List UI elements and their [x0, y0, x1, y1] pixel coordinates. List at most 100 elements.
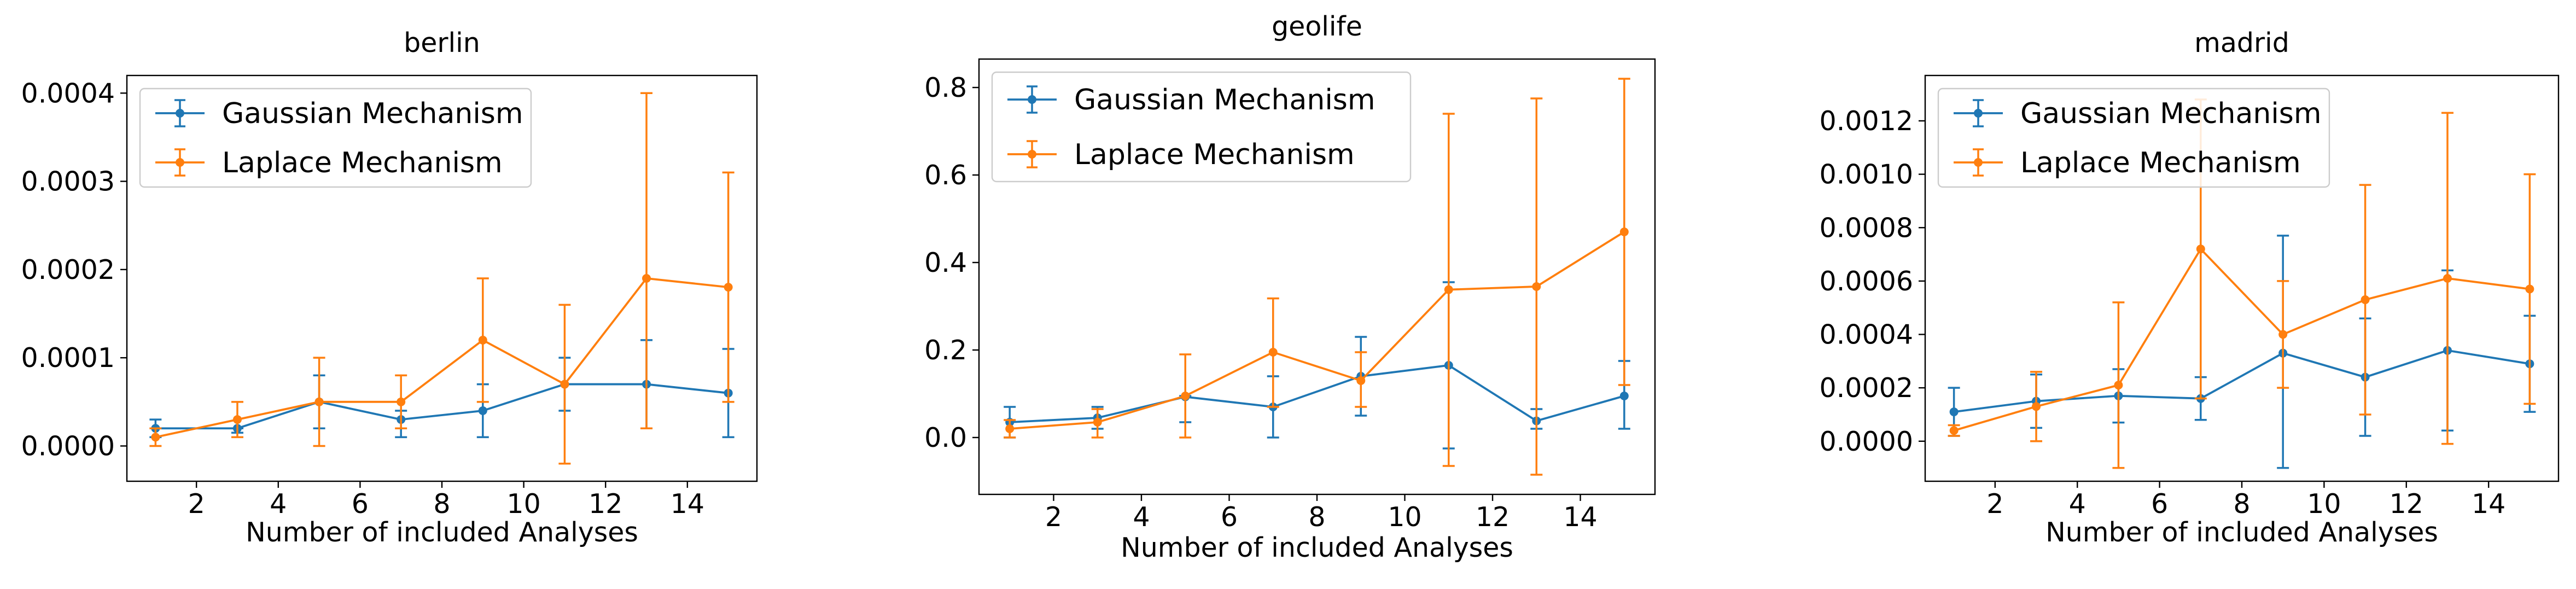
x-tick-label: 14 [671, 488, 704, 520]
legend-label: Gaussian Mechanism [1074, 84, 1376, 116]
y-tick-label: 0.0002 [21, 254, 115, 285]
data-point [1268, 348, 1278, 357]
x-tick-label: 2 [188, 488, 205, 520]
legend-marker [176, 158, 184, 167]
x-tick-label: 12 [588, 488, 622, 520]
data-point [1093, 418, 1102, 427]
series-laplace-mechanism [1004, 78, 1630, 476]
x-tick-label: 12 [1476, 501, 1510, 533]
data-point [2278, 330, 2288, 339]
series-line [1010, 231, 1625, 430]
data-point [478, 406, 487, 415]
data-point [2361, 295, 2370, 305]
y-tick-label: 0.0 [924, 422, 967, 453]
chart-geolife: geolife 2 4 6 8 10 12 14 0.0 0.2 0.4 0.6 0.8 Number o… [924, 11, 1656, 563]
legend: Gaussian Mechanism Laplace Mechanism [1937, 88, 2330, 188]
series-laplace-mechanism [149, 92, 735, 465]
x-tick-label: 4 [2069, 488, 2086, 520]
legend-frame [139, 88, 532, 188]
y-tick-label: 0.8 [924, 72, 967, 103]
y-tick-label: 0.0012 [1820, 106, 1913, 137]
x-tick-label: 10 [1388, 501, 1421, 533]
x-tick-label: 6 [1221, 501, 1238, 533]
y-tick-label: 0.0004 [1820, 319, 1913, 351]
x-axis-label: Number of included Analyses [1121, 532, 1513, 563]
y-tick-label: 0.0001 [21, 342, 115, 374]
legend-label: Gaussian Mechanism [2020, 97, 2322, 130]
legend-marker [1028, 95, 1036, 104]
y-tick-label: 0.0008 [1820, 212, 1913, 243]
data-point [1619, 392, 1629, 400]
series-line [155, 383, 728, 430]
legend-frame [1937, 88, 2330, 188]
data-point [1949, 407, 1959, 417]
legend: Gaussian Mechanism Laplace Mechanism [991, 71, 1412, 183]
x-tick-label: 8 [433, 488, 450, 520]
data-point [1444, 285, 1453, 294]
chart-title: madrid [2194, 27, 2289, 59]
data-point [2443, 274, 2452, 283]
data-point [314, 397, 324, 406]
x-tick-label: 2 [1986, 488, 2003, 520]
y-tick-label: 0.0010 [1820, 159, 1913, 190]
legend-marker [176, 109, 184, 118]
legend-frame [991, 71, 1412, 183]
data-point [2196, 244, 2205, 254]
legend-label: Laplace Mechanism [2020, 147, 2301, 179]
data-point [151, 433, 160, 442]
series-line [1954, 349, 2530, 413]
data-point [1181, 392, 1190, 400]
y-tick-label: 0.0000 [1820, 426, 1913, 457]
legend-label: Laplace Mechanism [1074, 138, 1355, 171]
x-axis-label: Number of included Analyses [2045, 517, 2438, 548]
y-tick-label: 0.2 [924, 335, 967, 366]
data-point [1005, 424, 1015, 433]
x-tick-label: 4 [1133, 501, 1150, 533]
chart-berlin: berlin 2 4 6 8 10 12 14 0.0000 0.0001 0.0002 0.0003… [21, 27, 758, 548]
legend-label: Gaussian Mechanism [222, 97, 523, 130]
data-point [478, 335, 487, 345]
series-line [155, 277, 728, 439]
data-point [1619, 228, 1629, 236]
legend-marker [1028, 150, 1036, 159]
chart-title: berlin [404, 27, 480, 59]
data-point [397, 397, 406, 406]
x-tick-label: 6 [352, 488, 369, 520]
x-tick-label: 8 [1308, 501, 1325, 533]
x-axis-label: Number of included Analyses [246, 517, 638, 548]
data-point [2032, 402, 2041, 411]
series-line [1010, 364, 1625, 423]
x-tick-label: 14 [1563, 501, 1597, 533]
data-point [560, 380, 569, 389]
data-point [2525, 284, 2534, 294]
x-tick-label: 2 [1045, 501, 1062, 533]
legend-marker [1974, 158, 1983, 167]
legend: Gaussian Mechanism Laplace Mechanism [139, 88, 532, 188]
legend-label: Laplace Mechanism [222, 147, 503, 179]
data-point [1356, 376, 1366, 385]
series-laplace-mechanism [1948, 98, 2536, 469]
y-tick-label: 0.6 [924, 160, 967, 191]
x-tick-label: 4 [270, 488, 287, 520]
y-tick-label: 0.0006 [1820, 266, 1913, 297]
legend-marker [1974, 109, 1983, 118]
x-tick-label: 10 [506, 488, 540, 520]
data-point [1949, 426, 1959, 435]
series-line [1954, 247, 2530, 432]
chart-madrid: madrid 2 4 6 8 10 12 14 0.0000 0.0002 0.0004 0.0006… [1820, 27, 2560, 548]
y-tick-label: 0.0003 [21, 166, 115, 197]
y-tick-label: 0.0002 [1820, 372, 1913, 404]
x-tick-label: 12 [2389, 488, 2423, 520]
data-point [2114, 381, 2123, 390]
data-point [724, 283, 733, 292]
x-tick-label: 14 [2472, 488, 2505, 520]
data-point [642, 274, 651, 283]
x-tick-label: 8 [2233, 488, 2250, 520]
y-tick-label: 0.0000 [21, 430, 115, 462]
data-point [1532, 282, 1541, 291]
y-tick-label: 0.0004 [21, 78, 115, 109]
x-tick-label: 6 [2151, 488, 2168, 520]
data-point [232, 415, 242, 424]
chart-title: geolife [1272, 11, 1362, 42]
